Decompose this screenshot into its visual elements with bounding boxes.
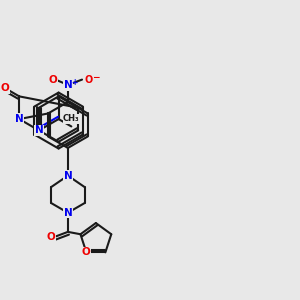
Text: N: N [15,114,24,124]
Text: −: − [92,73,99,82]
Text: N: N [64,208,72,218]
Text: O: O [46,232,55,242]
Text: O: O [48,75,57,85]
Text: N: N [64,171,72,181]
Text: +: + [71,78,77,87]
Text: N: N [64,80,72,90]
Text: N: N [34,125,43,135]
Text: O: O [1,83,10,93]
Text: O: O [85,75,93,85]
Text: CH₃: CH₃ [63,115,80,124]
Text: O: O [82,247,91,257]
